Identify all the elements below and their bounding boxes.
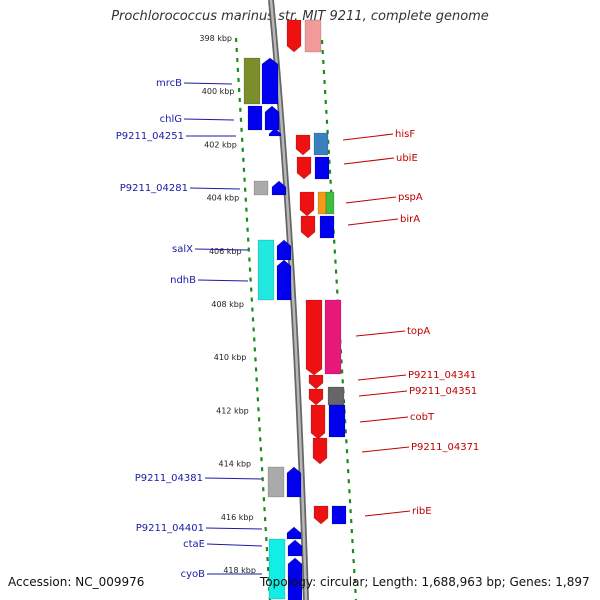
reverse-cds [305,299,323,376]
reverse-cds [308,374,324,390]
label-leader-line [357,374,407,381]
gene-label-birA: birA [400,214,420,225]
label-leader-line [205,527,263,530]
reverse-cds [317,191,327,215]
reverse-gene-labels: hisF ubiE pspA birA topA P9211_04341 P9211_043… [342,129,479,517]
gene-label-cobT: cobT [410,412,435,423]
reverse-cds [331,505,347,525]
label-leader-line [183,118,235,121]
tick-label: 416 kbp [221,513,254,522]
tick-label: 400 kbp [202,87,235,96]
reverse-cds [313,132,329,156]
forward-cds [268,538,286,600]
label-leader-line [342,133,394,141]
label-leader-line [204,477,263,480]
genome-summary-text: Topology: circular; Length: 1,688,963 bp… [260,575,590,589]
gene-label-P9211_04251: P9211_04251 [116,131,184,142]
label-leader-line [361,446,410,453]
gene-label-P9211_04341: P9211_04341 [408,370,476,381]
label-leader-line [359,416,409,423]
tick-label: 398 kbp [199,34,232,43]
forward-cds [287,539,303,557]
reverse-cds [308,388,324,406]
gene-label-cyoB: cyoB [181,569,206,580]
gene-label-P9211_04281: P9211_04281 [120,183,188,194]
forward-cds [264,105,280,131]
reverse-cds [314,156,330,180]
reverse-cds [325,191,335,215]
reverse-cds [328,404,346,438]
forward-cds [261,57,279,105]
reverse-cds-faded [304,19,322,53]
reverse-cds [295,134,311,156]
tick-label: 414 kbp [219,460,252,469]
label-leader-line [343,157,395,165]
tick-label: 402 kbp [204,140,237,149]
reverse-cds [324,299,342,375]
forward-cds [247,105,263,131]
forward-cds [287,557,303,600]
gene-label-chlG: chlG [160,114,182,125]
gene-label-ctaE: ctaE [183,539,205,550]
forward-cds [243,57,261,105]
forward-gene-labels: mrcB chlG P9211_04251 P9211_04281 salX ndhB P9… [116,78,263,580]
forward-cds [271,180,287,196]
reverse-cds [296,156,312,180]
gene-label-salX: salX [172,244,193,255]
gene-label-P9211_04381: P9211_04381 [135,473,203,484]
tick-label: 412 kbp [216,406,249,415]
label-leader-line [347,218,399,226]
tick-label: 406 kbp [209,247,242,256]
gene-label-ribE: ribE [412,506,432,517]
tick-labels: 398 kbp 400 kbp 402 kbp 404 kbp 406 kbp 408 k… [199,34,256,575]
gene-label-P9211_04371: P9211_04371 [411,442,479,453]
tick-label: 418 kbp [223,566,256,575]
reverse-cds [310,404,326,440]
forward-cds [286,526,302,540]
label-leader-line [355,330,406,337]
reverse-cds [286,19,302,53]
label-leader-line [189,187,241,190]
gene-label-ndhB: ndhB [170,275,196,286]
reverse-cds [312,437,328,465]
label-leader-line [197,279,249,282]
forward-cds [267,466,285,498]
reverse-cds [300,215,316,239]
forward-cds [257,239,275,301]
genome-title: Prochlorococcus marinus str. MIT 9211, c… [111,9,489,24]
reverse-cds [319,215,335,239]
forward-cds [286,466,302,498]
label-leader-line [206,543,263,547]
label-leader-line [183,82,233,85]
tick-label: 404 kbp [207,194,240,203]
reverse-cds [327,386,345,406]
backbone [268,0,309,600]
left-dotted-border [234,37,272,600]
forward-cds [253,180,269,196]
label-leader-line [194,248,249,251]
gene-label-pspA: pspA [398,192,423,203]
coding-features [243,19,347,600]
gene-label-ubiE: ubiE [396,153,418,164]
label-leader-line [358,390,408,397]
forward-cds [268,127,282,137]
tick-label: 408 kbp [211,300,244,309]
reverse-cds [313,505,329,525]
gene-label-mrcB: mrcB [156,78,182,89]
accession-text: Accession: NC_009976 [8,575,145,589]
reverse-cds [299,191,315,217]
gene-label-hisF: hisF [395,129,415,140]
forward-cds [276,259,292,301]
gene-label-P9211_04401: P9211_04401 [136,523,204,534]
backbone-line [269,0,308,600]
tick-label: 410 kbp [214,353,247,362]
label-leader-line [345,196,397,204]
forward-cds [276,239,292,261]
gene-label-P9211_04351: P9211_04351 [409,386,477,397]
label-leader-line [364,510,411,517]
gene-label-topA: topA [407,326,430,337]
